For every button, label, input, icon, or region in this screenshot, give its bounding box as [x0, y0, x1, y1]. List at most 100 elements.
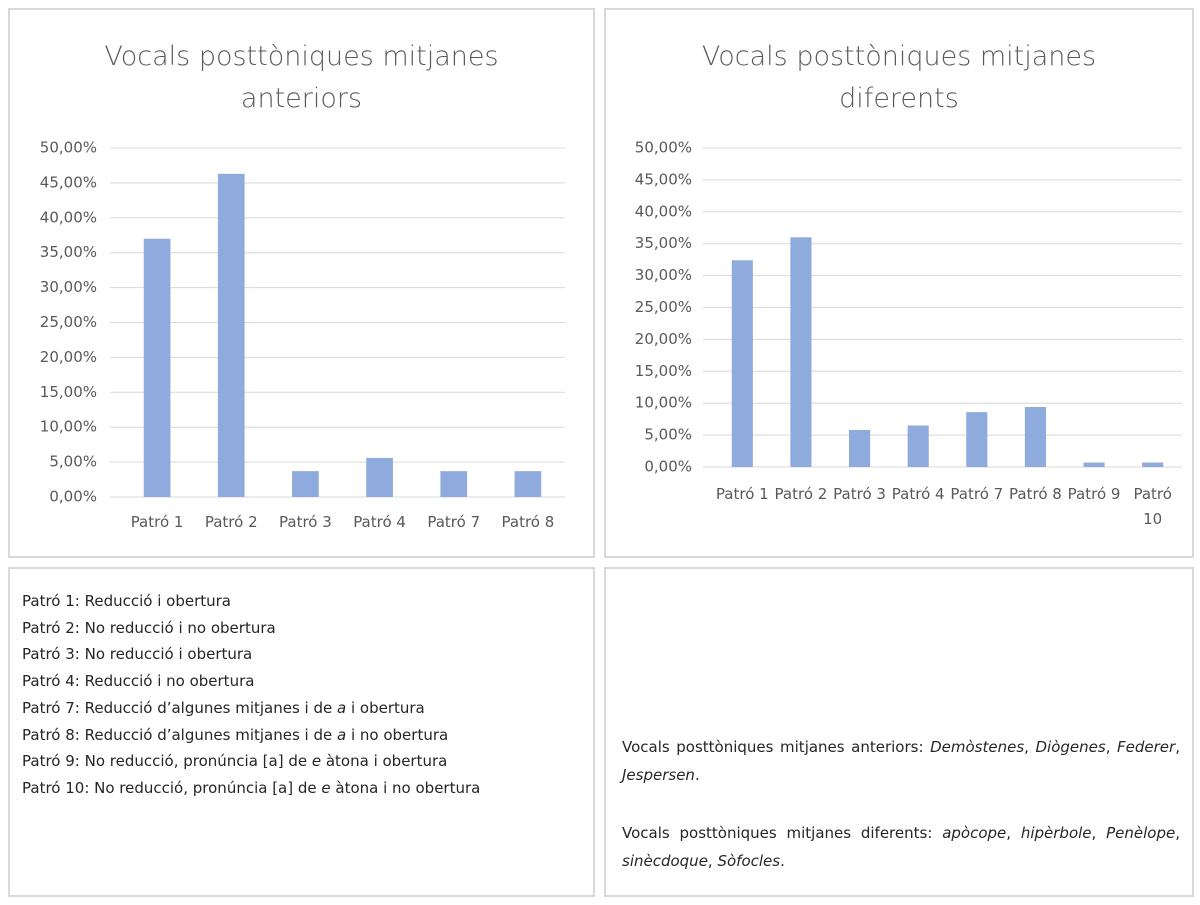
chart-title: Vocals posttòniques mitjanes anteriors [104, 41, 499, 114]
text-segment: , [1024, 738, 1036, 756]
y-tick-label: 15,00% [40, 383, 97, 401]
legend-line: Patró 7: Reducció d’algunes mitjanes i d… [22, 695, 582, 722]
y-tick-label: 40,00% [635, 202, 692, 220]
bar [366, 457, 393, 497]
text-segment: Patró 3: No reducció i obertura [22, 645, 253, 664]
legend: Patró 1: Reducció i obertura Patró 2: No … [22, 588, 582, 802]
x-tick-label: Patró 10 [1133, 485, 1172, 528]
bar [849, 429, 871, 467]
text-segment: . [780, 852, 785, 870]
text-segment: àtona i obertura [321, 752, 448, 771]
x-tick-label: Patró 2 [204, 513, 258, 531]
bar [292, 471, 319, 497]
bar [514, 471, 542, 497]
y-tick-label: 35,00% [635, 234, 692, 252]
legend-line: Patró 1: Reducció i obertura [22, 588, 582, 615]
x-tick-label: Patró 3 [279, 513, 332, 531]
bar [1142, 462, 1164, 467]
text-segment: Demòstenes [930, 738, 1025, 756]
text-segment: , [1091, 824, 1107, 842]
text-segment: hipèrbole [1020, 824, 1092, 842]
text-segment: apòcope [942, 824, 1007, 842]
y-tick-label: 35,00% [40, 243, 97, 261]
text-segment: sinècdoque [622, 852, 708, 870]
y-tick-label: 45,00% [40, 173, 97, 191]
y-tick-label: 20,00% [635, 330, 692, 348]
y-tick-label: 0,00% [49, 488, 97, 506]
chart-panel [604, 8, 1194, 558]
page: 0,00% 5,00% 10,00% 15,00% 20,00% 25,00% 30,00%… [8, 8, 1194, 897]
text-segment: Penèlope [1106, 824, 1176, 842]
text-segment: i obertura [346, 698, 425, 717]
x-tick-label: Patró 1 [130, 513, 184, 531]
text-segment: e [311, 752, 322, 771]
x-tick-label: Patró 4 [353, 513, 406, 531]
text-segment: Federer [1117, 738, 1176, 756]
bar [966, 412, 988, 467]
note: Vocals posttòniques mitjanes anteriors: … [622, 733, 1180, 789]
y-tick-label: 5,00% [49, 453, 97, 471]
chart-panel [8, 8, 595, 558]
text-segment: Jespersen [622, 766, 695, 784]
y-tick-label: 30,00% [635, 266, 692, 284]
note: Vocals posttòniques mitjanes diferents: … [622, 819, 1180, 875]
y-tick-label: 40,00% [40, 208, 97, 226]
text-segment: Patró 2: No reducció i no obertura [22, 618, 276, 637]
legend-line: Patró 10: No reducció, pronúncia [a] de … [22, 775, 582, 802]
x-tick-label: Patró 9 [1067, 485, 1121, 503]
x-tick-label: Patró 1 [715, 485, 769, 503]
text-segment: e [321, 778, 331, 797]
x-tick-label: Patró 4 [891, 485, 945, 503]
y-tick-label: 5,00% [644, 426, 692, 444]
text-segment: Vocals posttòniques mitjanes anteriors: [622, 738, 931, 756]
bar [217, 173, 245, 498]
text-segment: a [337, 698, 347, 717]
text-segment: Vocals posttòniques mitjanes diferents: [622, 824, 943, 842]
text-segment: , [1105, 738, 1118, 756]
bar [1083, 462, 1105, 467]
x-tick-label: Patró 7 [950, 485, 1004, 503]
text-segment: Patró 4: Reducció i no obertura [22, 672, 255, 691]
text-segment: , [1006, 824, 1021, 842]
text-segment: , [1175, 824, 1180, 842]
bar [907, 425, 929, 467]
x-tick-label: Patró 2 [774, 485, 828, 503]
text-segment: Patró 8: Reducció d’algunes mitjanes i d… [22, 725, 337, 744]
text-segment: i no obertura [346, 725, 449, 744]
text-segment: Sòfocles [717, 852, 781, 870]
y-tick-label: 50,00% [635, 139, 692, 157]
text-segment: Patró 10: No reducció, pronúncia [a] de [22, 778, 322, 797]
x-tick-label: Patró 8 [501, 513, 555, 531]
y-tick-label: 15,00% [635, 362, 692, 380]
text-segment: Diògenes [1035, 738, 1106, 756]
bar [1024, 407, 1046, 467]
text-segment: , [1175, 738, 1180, 756]
text-segment: , [707, 852, 718, 870]
bar [731, 260, 753, 467]
notes: Vocals posttòniques mitjanes anteriors: … [622, 733, 1180, 905]
text-segment: a [337, 725, 347, 744]
y-tick-label: 0,00% [644, 458, 692, 476]
legend-line: Patró 9: No reducció, pronúncia [a] de e… [22, 748, 582, 775]
text-segment: . [694, 766, 700, 784]
charts: 0,00% 5,00% 10,00% 15,00% 20,00% 25,00% 30,00%… [40, 139, 1182, 506]
bar [143, 238, 171, 498]
bar [790, 237, 812, 467]
y-tick-label: 20,00% [40, 348, 97, 366]
legend-line: Patró 3: No reducció i obertura [22, 641, 582, 668]
x-tick-label: Patró 7 [427, 513, 481, 531]
legend-line: Patró 4: Reducció i no obertura [22, 668, 582, 695]
y-tick-label: 25,00% [635, 298, 692, 316]
chart-title: Vocals posttòniques mitjanes diferents [701, 41, 1097, 114]
text-segment: Patró 7: Reducció d’algunes mitjanes i d… [22, 698, 337, 717]
legend-line: Patró 8: Reducció d’algunes mitjanes i d… [22, 722, 582, 749]
text-segment: Patró 9: No reducció, pronúncia [a] de [22, 752, 312, 771]
legend-line: Patró 2: No reducció i no obertura [22, 615, 582, 642]
bar [440, 471, 468, 497]
y-tick-label: 45,00% [635, 170, 692, 188]
y-tick-label: 25,00% [40, 313, 97, 331]
text-segment: Patró 1: Reducció i obertura [22, 592, 231, 610]
x-tick-label: Patró 8 [1009, 485, 1062, 503]
y-tick-label: 10,00% [635, 394, 692, 412]
text-segment: àtona i no obertura [330, 778, 481, 797]
